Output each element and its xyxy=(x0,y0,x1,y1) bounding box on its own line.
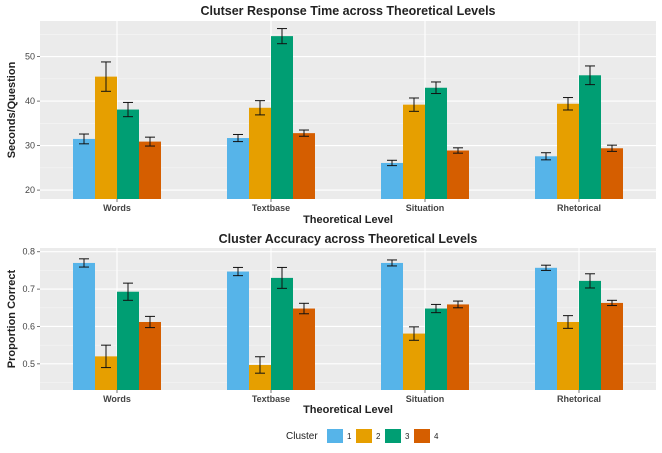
bar-situation-cluster-3 xyxy=(425,308,447,390)
chart-panel-2: 0.5 0.6 0.7 0.8 Words Textbase Situation Rhetor… xyxy=(6,232,656,416)
chart-title: Cluster Accuracy across Theoretical Leve… xyxy=(219,232,478,246)
bar-textbase-cluster-2 xyxy=(249,364,271,390)
bar-words-cluster-4 xyxy=(139,321,161,390)
y-tick-label: 50 xyxy=(25,52,35,62)
x-tick-label: Words xyxy=(103,203,131,213)
bar-textbase-cluster-3 xyxy=(271,36,293,199)
bar-rhetorical-cluster-3 xyxy=(579,280,601,390)
x-axis-label: Theoretical Level xyxy=(303,214,393,226)
x-tick-label: Words xyxy=(103,394,131,404)
bar-rhetorical-cluster-4 xyxy=(601,302,623,390)
bar-rhetorical-cluster-1 xyxy=(535,267,557,390)
x-tick-label: Rhetorical xyxy=(557,394,601,404)
bar-rhetorical-cluster-2 xyxy=(557,321,579,390)
legend: Cluster 1 2 3 4 xyxy=(286,429,439,443)
bar-rhetorical-cluster-3 xyxy=(579,75,601,199)
bar-rhetorical-cluster-4 xyxy=(601,148,623,199)
y-tick-label: 0.7 xyxy=(22,284,35,294)
legend-swatch-cluster-1 xyxy=(327,429,343,443)
bar-situation-cluster-4 xyxy=(447,150,469,199)
y-tick-label: 0.6 xyxy=(22,321,35,331)
chart-title: Clutser Response Time across Theoretical… xyxy=(200,4,495,18)
legend-label-cluster-3: 3 xyxy=(405,432,410,441)
bar-words-cluster-3 xyxy=(117,291,139,390)
bar-textbase-cluster-1 xyxy=(227,271,249,390)
y-axis-label: Proportion Correct xyxy=(6,269,18,368)
bar-words-cluster-1 xyxy=(73,138,95,199)
legend-swatch-cluster-3 xyxy=(385,429,401,443)
y-axis-label: Seconds/Question xyxy=(6,61,18,158)
legend-label-cluster-1: 1 xyxy=(347,432,352,441)
bar-situation-cluster-1 xyxy=(381,162,403,199)
bar-situation-cluster-2 xyxy=(403,104,425,199)
bar-rhetorical-cluster-1 xyxy=(535,156,557,199)
x-tick-label: Textbase xyxy=(252,394,290,404)
x-tick-label: Rhetorical xyxy=(557,203,601,213)
bar-textbase-cluster-4 xyxy=(293,133,315,199)
bar-words-cluster-1 xyxy=(73,262,95,390)
x-tick-label: Textbase xyxy=(252,203,290,213)
bar-words-cluster-3 xyxy=(117,109,139,199)
chart-panel-1: 20 30 40 50 Words Textbase Situation Rhetorical… xyxy=(6,4,656,226)
bar-words-cluster-2 xyxy=(95,356,117,390)
bar-textbase-cluster-2 xyxy=(249,107,271,199)
legend-label-cluster-2: 2 xyxy=(376,432,381,441)
y-tick-label: 0.5 xyxy=(22,359,35,369)
bar-words-cluster-4 xyxy=(139,141,161,199)
bar-textbase-cluster-3 xyxy=(271,277,293,390)
bar-textbase-cluster-4 xyxy=(293,308,315,390)
y-tick-label: 20 xyxy=(25,185,35,195)
bar-situation-cluster-1 xyxy=(381,262,403,390)
legend-title: Cluster xyxy=(286,431,318,442)
bar-situation-cluster-3 xyxy=(425,87,447,199)
y-tick-label: 0.8 xyxy=(22,247,35,257)
x-tick-label: Situation xyxy=(406,203,445,213)
legend-swatch-cluster-4 xyxy=(414,429,430,443)
bar-situation-cluster-2 xyxy=(403,333,425,390)
bar-rhetorical-cluster-2 xyxy=(557,103,579,199)
bar-situation-cluster-4 xyxy=(447,304,469,390)
bar-textbase-cluster-1 xyxy=(227,138,249,199)
x-tick-label: Situation xyxy=(406,394,445,404)
y-tick-label: 40 xyxy=(25,96,35,106)
bar-words-cluster-2 xyxy=(95,76,117,199)
y-tick-label: 30 xyxy=(25,141,35,151)
legend-swatch-cluster-2 xyxy=(356,429,372,443)
x-axis-label: Theoretical Level xyxy=(303,404,393,416)
legend-label-cluster-4: 4 xyxy=(434,432,439,441)
